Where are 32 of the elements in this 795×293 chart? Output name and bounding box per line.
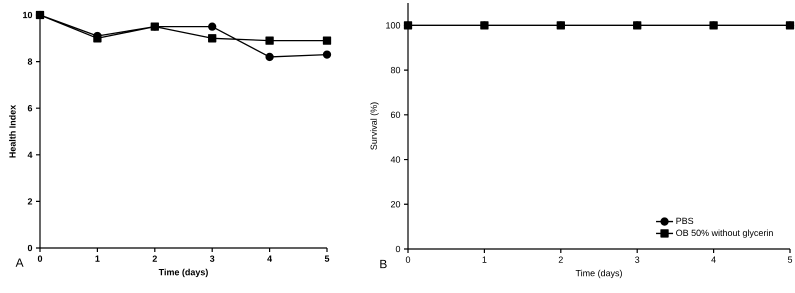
y-tick-label: 20 [390, 201, 400, 208]
x-tick-label: 0 [38, 256, 42, 262]
x-axis-title: Time (days) [158, 268, 208, 278]
x-tick-label: 5 [324, 256, 330, 262]
x-tick-label: 3 [210, 256, 214, 262]
x-tick-label: 4 [711, 256, 716, 263]
x-tick-label: 1 [95, 256, 100, 262]
text: A [16, 258, 24, 267]
x-tick-label: 2 [558, 256, 563, 263]
y-tick-label: 0 [28, 244, 32, 252]
y-tick-label: 8 [28, 58, 32, 65]
y-tick-label: 0 [396, 246, 400, 252]
y-tick-label: 40 [390, 156, 400, 163]
y-tick-label: 80 [390, 66, 400, 74]
legend-label: OB 50% without glycerin [676, 229, 773, 238]
y-tick-label: 6 [28, 105, 32, 112]
y-tick-label: 2 [28, 198, 32, 205]
x-axis-title: Time (days) [576, 270, 622, 278]
legend-label: PBS [676, 218, 694, 224]
y-axis-title: Survival (%) [370, 102, 379, 150]
x-tick-label: 5 [788, 256, 792, 263]
y-tick-label: 100 [386, 22, 400, 29]
x-tick-label: 2 [152, 256, 157, 262]
x-tick-label: 4 [267, 256, 272, 262]
y-axis-title: Health Index [9, 104, 16, 158]
text: B [380, 260, 387, 268]
y-tick-label: 4 [28, 152, 32, 158]
x-tick-label: 1 [482, 256, 486, 263]
y-tick-label: 10 [23, 12, 32, 18]
x-tick-label: 0 [406, 256, 410, 263]
y-tick-label: 60 [390, 112, 400, 118]
x-tick-label: 3 [635, 256, 640, 263]
